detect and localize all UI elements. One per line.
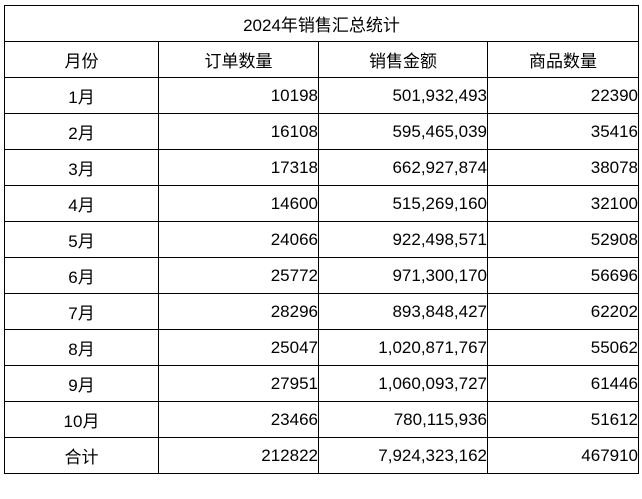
month-cell: 7月 <box>4 293 159 330</box>
orders-cell: 25047 <box>158 329 319 366</box>
sales-cell: 501,932,493 <box>318 77 488 114</box>
sales-cell: 893,848,427 <box>318 293 488 330</box>
month-cell: 8月 <box>4 329 159 366</box>
column-header-month: 月份 <box>4 41 159 78</box>
month-cell: 3月 <box>4 149 159 186</box>
items-cell: 55062 <box>486 329 640 366</box>
sales-cell: 971,300,170 <box>318 257 488 294</box>
table-total-row: 合计 212822 7,924,323,162 467910 <box>4 437 640 474</box>
table-row: 5月 24066 922,498,571 52908 <box>4 221 640 258</box>
total-label-cell: 合计 <box>4 437 159 474</box>
table-row: 4月 14600 515,269,160 32100 <box>4 185 640 222</box>
sales-summary-table: 2024年销售汇总统计 月份 订单数量 销售金额 商品数量 1月 10198 5… <box>3 5 640 474</box>
items-cell: 35416 <box>486 113 640 150</box>
column-header-orders: 订单数量 <box>158 41 319 78</box>
column-header-items: 商品数量 <box>486 41 640 78</box>
items-cell: 52908 <box>486 221 640 258</box>
month-cell: 4月 <box>4 185 159 222</box>
table-row: 2月 16108 595,465,039 35416 <box>4 113 640 150</box>
items-cell: 22390 <box>486 77 640 114</box>
total-orders-cell: 212822 <box>158 437 319 474</box>
sales-cell: 595,465,039 <box>318 113 488 150</box>
table-title-row: 2024年销售汇总统计 <box>3 5 640 42</box>
items-cell: 56696 <box>486 257 640 294</box>
total-sales-cell: 7,924,323,162 <box>318 437 488 474</box>
orders-cell: 28296 <box>158 293 319 330</box>
sales-cell: 922,498,571 <box>318 221 488 258</box>
table-row: 6月 25772 971,300,170 56696 <box>4 257 640 294</box>
orders-cell: 23466 <box>158 401 319 438</box>
orders-cell: 10198 <box>158 77 319 114</box>
sales-cell: 1,060,093,727 <box>318 365 488 402</box>
items-cell: 38078 <box>486 149 640 186</box>
month-cell: 10月 <box>4 401 159 438</box>
sales-cell: 780,115,936 <box>318 401 488 438</box>
orders-cell: 14600 <box>158 185 319 222</box>
orders-cell: 16108 <box>158 113 319 150</box>
table-row: 8月 25047 1,020,871,767 55062 <box>4 329 640 366</box>
table-header-row: 月份 订单数量 销售金额 商品数量 <box>4 41 640 78</box>
table-row: 3月 17318 662,927,874 38078 <box>4 149 640 186</box>
items-cell: 51612 <box>486 401 640 438</box>
table-row: 7月 28296 893,848,427 62202 <box>4 293 640 330</box>
month-cell: 9月 <box>4 365 159 402</box>
orders-cell: 27951 <box>158 365 319 402</box>
sales-cell: 515,269,160 <box>318 185 488 222</box>
orders-cell: 17318 <box>158 149 319 186</box>
table-row: 10月 23466 780,115,936 51612 <box>4 401 640 438</box>
sales-cell: 662,927,874 <box>318 149 488 186</box>
month-cell: 5月 <box>4 221 159 258</box>
orders-cell: 24066 <box>158 221 319 258</box>
month-cell: 2月 <box>4 113 159 150</box>
page-title: 2024年销售汇总统计 <box>3 5 640 42</box>
column-header-sales: 销售金额 <box>318 41 488 78</box>
table-row: 9月 27951 1,060,093,727 61446 <box>4 365 640 402</box>
table-row: 1月 10198 501,932,493 22390 <box>4 77 640 114</box>
month-cell: 6月 <box>4 257 159 294</box>
orders-cell: 25772 <box>158 257 319 294</box>
items-cell: 61446 <box>486 365 640 402</box>
month-cell: 1月 <box>4 77 159 114</box>
total-items-cell: 467910 <box>486 437 640 474</box>
items-cell: 32100 <box>486 185 640 222</box>
items-cell: 62202 <box>486 293 640 330</box>
sales-cell: 1,020,871,767 <box>318 329 488 366</box>
